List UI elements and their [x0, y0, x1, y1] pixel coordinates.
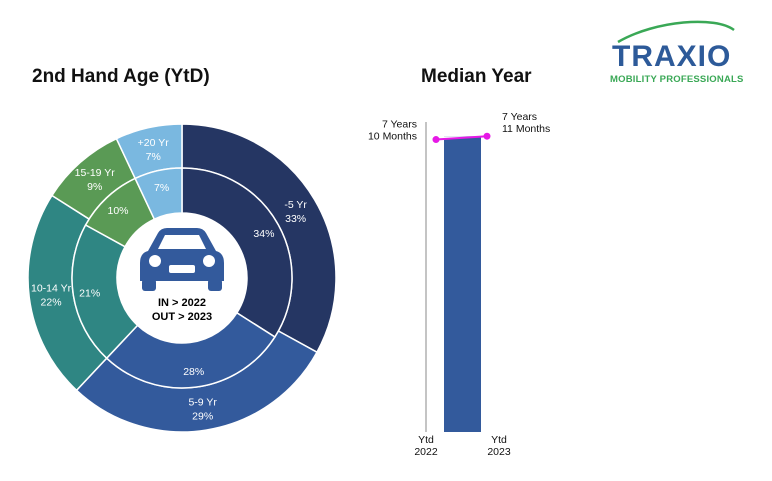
- x-tick-label: Ytd: [418, 434, 434, 446]
- outer-value-label: 33%: [285, 213, 306, 225]
- bar-value-label: 7 Years: [502, 111, 537, 123]
- donut-labels: 34% 28% 21% 10% 7% -5 Yr 33% 5-9 Yr 29% 10-14 Yr 2…: [31, 137, 307, 422]
- outer-category-label: -5 Yr: [284, 199, 307, 211]
- inner-value-label: 21%: [79, 288, 100, 300]
- inner-slice-20yr: [134, 167, 183, 221]
- median-point-1: [483, 132, 491, 140]
- bar-marks: [432, 132, 491, 433]
- donut-chart-title: 2nd Hand Age (YtD): [32, 66, 210, 87]
- median-trend-line: [435, 135, 488, 141]
- outer-ring: [27, 123, 337, 433]
- logo-tagline: MOBILITY PROFESSIONALS: [610, 74, 744, 85]
- outer-value-label: 7%: [146, 151, 161, 163]
- inner-value-label: 10%: [107, 205, 128, 217]
- traxio-logo: TRAXIO MOBILITY PROFESSIONALS: [606, 18, 766, 88]
- median-year-bar: [444, 136, 481, 433]
- inner-value-label: 34%: [253, 228, 274, 240]
- outer-value-label: 9%: [87, 181, 102, 193]
- bar-value-label: 7 Years: [382, 119, 417, 131]
- inner-slice-59yr: [105, 311, 276, 389]
- center-label-line1: IN > 2022: [158, 297, 206, 309]
- car-icon: [140, 228, 224, 291]
- outer-category-label: 5-9 Yr: [188, 396, 217, 408]
- bar-value-label: 10 Months: [368, 131, 417, 143]
- center-label: IN > 2022 OUT > 2023: [140, 228, 224, 323]
- outer-category-label: +20 Yr: [138, 137, 170, 149]
- outer-value-label: 22%: [41, 297, 62, 309]
- outer-category-label: 15-19 Yr: [75, 167, 116, 179]
- bar-chart-title: Median Year: [421, 66, 532, 87]
- x-tick-label: 2023: [487, 446, 511, 458]
- x-tick-label: 2022: [414, 446, 438, 458]
- x-tick-label: Ytd: [491, 434, 507, 446]
- outer-category-label: 10-14 Yr: [31, 283, 72, 295]
- center-label-line2: OUT > 2023: [152, 311, 212, 323]
- bar-value-label: 11 Months: [502, 123, 550, 135]
- outer-value-label: 29%: [192, 410, 213, 422]
- median-point-0: [432, 136, 440, 144]
- inner-value-label: 28%: [183, 366, 204, 378]
- inner-value-label: 7%: [154, 182, 169, 194]
- logo-wordmark: TRAXIO: [612, 40, 732, 73]
- logo-swoosh-icon: [617, 20, 735, 44]
- inner-slice-5yr: [181, 167, 293, 338]
